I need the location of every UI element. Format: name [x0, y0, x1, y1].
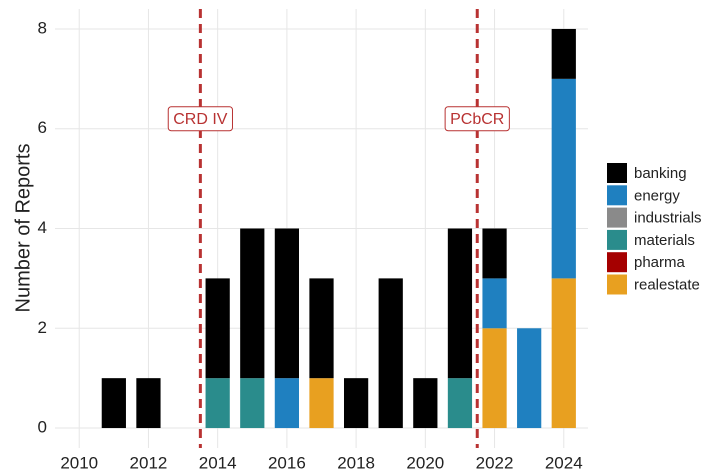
legend-label: materials [634, 232, 695, 249]
annotation-label: CRD IV [173, 111, 228, 128]
bar-segment [240, 378, 265, 429]
x-tick-label: 2022 [476, 453, 514, 472]
bar-segment [274, 378, 300, 429]
y-tick-label: 0 [38, 418, 47, 437]
bar-segment [551, 278, 576, 429]
legend-swatch [607, 163, 627, 183]
legend-label: industrials [634, 210, 702, 227]
bar-segment [309, 278, 334, 379]
y-tick-label: 8 [38, 18, 47, 37]
legend-swatch [607, 185, 627, 206]
bar-segment [136, 378, 161, 429]
bar-segment [343, 378, 369, 429]
x-tick-label: 2014 [199, 453, 237, 472]
bar-segment [378, 278, 403, 429]
legend-swatch [607, 274, 627, 295]
bar-segment [517, 328, 542, 429]
x-tick-label: 2012 [130, 453, 168, 472]
bar-segment [101, 378, 126, 429]
legend-swatch [607, 252, 627, 273]
bar-segment [482, 228, 507, 279]
legend-swatch [607, 207, 627, 228]
y-tick-label: 2 [38, 318, 47, 337]
legend-swatch [607, 229, 627, 250]
y-tick-label: 4 [38, 218, 47, 237]
x-tick-label: 2016 [268, 453, 306, 472]
y-tick-label: 6 [38, 118, 47, 137]
annotation-box [167, 106, 233, 132]
x-tick-label: 2010 [60, 453, 98, 472]
legend-label: realestate [634, 276, 700, 293]
bar-segment [309, 378, 334, 429]
legend-label: banking [634, 165, 687, 182]
annotation-label: PCbCR [450, 111, 504, 128]
y-axis-label: Number of Reports [12, 144, 34, 313]
bar-segment [205, 378, 230, 429]
annotation-box [444, 106, 510, 132]
bar-segment [274, 228, 300, 379]
bar-segment [551, 28, 576, 79]
x-tick-label: 2020 [406, 453, 444, 472]
legend-label: pharma [634, 254, 686, 271]
x-tick-label: 2018 [337, 453, 375, 472]
bar-segment [447, 378, 473, 429]
bar-segment [447, 228, 473, 379]
bar-segment [413, 378, 438, 429]
legend-label: energy [634, 187, 680, 204]
bar-segment [551, 78, 576, 279]
bar-segment [482, 278, 507, 329]
bar-segment [205, 278, 230, 379]
bar-segment [482, 328, 507, 429]
x-tick-label: 2024 [545, 453, 583, 472]
bar-segment [240, 228, 265, 379]
